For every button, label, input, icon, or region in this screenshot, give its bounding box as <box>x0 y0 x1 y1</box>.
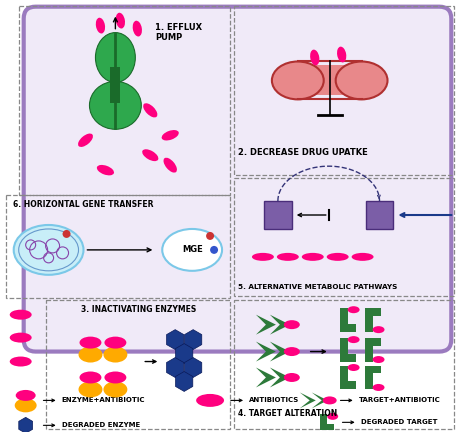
Ellipse shape <box>310 50 319 65</box>
Ellipse shape <box>347 364 360 371</box>
Polygon shape <box>166 330 184 349</box>
Bar <box>18 6 230 195</box>
Ellipse shape <box>196 394 224 407</box>
Ellipse shape <box>162 130 179 140</box>
Polygon shape <box>312 392 328 408</box>
Bar <box>6 195 230 298</box>
Polygon shape <box>365 308 381 332</box>
Ellipse shape <box>103 381 128 397</box>
Polygon shape <box>19 417 33 433</box>
Text: 6. HORIZONTAL GENE TRANSFER: 6. HORIZONTAL GENE TRANSFER <box>13 200 153 209</box>
Ellipse shape <box>103 346 128 362</box>
Text: 3. INACTIVATING ENZYMES: 3. INACTIVATING ENZYMES <box>81 305 196 314</box>
Circle shape <box>210 246 218 254</box>
Polygon shape <box>270 342 290 362</box>
Ellipse shape <box>116 13 125 29</box>
Ellipse shape <box>373 356 384 363</box>
Polygon shape <box>340 308 356 332</box>
Polygon shape <box>270 315 290 335</box>
Ellipse shape <box>284 347 300 356</box>
Ellipse shape <box>352 253 374 261</box>
Text: TARGET+ANTIBIOTIC: TARGET+ANTIBIOTIC <box>359 397 440 404</box>
Polygon shape <box>340 338 356 362</box>
Bar <box>298 65 362 95</box>
Ellipse shape <box>79 346 102 362</box>
Polygon shape <box>270 368 290 388</box>
Ellipse shape <box>10 333 32 343</box>
Bar <box>264 201 292 229</box>
Ellipse shape <box>327 253 349 261</box>
Polygon shape <box>365 365 381 389</box>
Ellipse shape <box>79 381 102 397</box>
Ellipse shape <box>104 336 127 349</box>
Bar <box>234 6 454 175</box>
Polygon shape <box>340 365 356 389</box>
Ellipse shape <box>97 165 114 175</box>
Ellipse shape <box>323 397 337 404</box>
Polygon shape <box>175 344 193 364</box>
Ellipse shape <box>96 18 105 33</box>
Ellipse shape <box>302 253 324 261</box>
Ellipse shape <box>272 61 324 100</box>
Ellipse shape <box>16 390 36 401</box>
Text: DEGRADED ENZYME: DEGRADED ENZYME <box>62 422 140 428</box>
Ellipse shape <box>80 336 101 349</box>
Text: 5. ALTERNATIVE METABOLIC PATHWAYS: 5. ALTERNATIVE METABOLIC PATHWAYS <box>238 284 397 290</box>
Polygon shape <box>184 330 202 349</box>
Ellipse shape <box>337 47 346 62</box>
Text: 2. DECREASE DRUG UPATKE: 2. DECREASE DRUG UPATKE <box>238 148 368 157</box>
Ellipse shape <box>162 229 222 271</box>
Polygon shape <box>300 392 316 408</box>
Ellipse shape <box>327 413 338 420</box>
Ellipse shape <box>15 398 36 412</box>
Ellipse shape <box>347 306 360 313</box>
Polygon shape <box>184 358 202 378</box>
Ellipse shape <box>284 373 300 382</box>
Ellipse shape <box>80 372 101 384</box>
Ellipse shape <box>10 310 32 320</box>
Text: 1. EFFLUX
PUMP: 1. EFFLUX PUMP <box>155 23 202 42</box>
Polygon shape <box>256 315 276 335</box>
Ellipse shape <box>373 326 384 333</box>
Ellipse shape <box>373 384 384 391</box>
Ellipse shape <box>104 372 127 384</box>
Circle shape <box>206 232 214 240</box>
Ellipse shape <box>347 336 360 343</box>
Ellipse shape <box>284 320 300 329</box>
Text: ENZYME+ANTIBIOTIC: ENZYME+ANTIBIOTIC <box>62 397 145 404</box>
Polygon shape <box>256 342 276 362</box>
Ellipse shape <box>95 32 136 82</box>
Polygon shape <box>166 358 184 378</box>
Polygon shape <box>365 338 381 362</box>
Polygon shape <box>320 414 334 430</box>
Ellipse shape <box>336 61 388 100</box>
Polygon shape <box>175 372 193 391</box>
Text: ANTIBIOTICS: ANTIBIOTICS <box>249 397 299 404</box>
Text: 4. TARGET ALTERATION: 4. TARGET ALTERATION <box>238 409 337 418</box>
Text: DEGRADED TARGET: DEGRADED TARGET <box>361 419 437 425</box>
Polygon shape <box>256 368 276 388</box>
Ellipse shape <box>277 253 299 261</box>
Text: MGE: MGE <box>182 246 202 255</box>
Ellipse shape <box>14 225 83 275</box>
Circle shape <box>63 230 71 238</box>
FancyBboxPatch shape <box>24 6 451 352</box>
Bar <box>234 178 454 296</box>
Ellipse shape <box>133 21 142 36</box>
Ellipse shape <box>143 103 157 117</box>
Ellipse shape <box>10 356 32 366</box>
Ellipse shape <box>78 133 93 147</box>
Bar <box>365 201 393 229</box>
Bar <box>234 300 454 429</box>
Ellipse shape <box>90 81 141 129</box>
Ellipse shape <box>142 149 158 161</box>
Ellipse shape <box>164 158 177 173</box>
Ellipse shape <box>252 253 274 261</box>
Bar <box>46 300 230 429</box>
Bar <box>110 68 120 103</box>
